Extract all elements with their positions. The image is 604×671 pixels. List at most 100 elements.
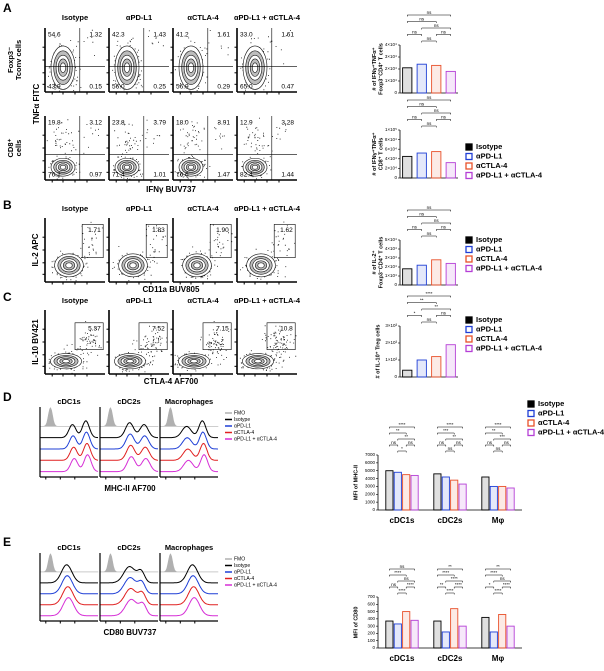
significance-label: ns [408, 440, 414, 445]
y-tick-label: 1×10⁴ [385, 78, 397, 83]
x-axis-label: CD11a BUV805 [143, 285, 200, 294]
y-tick-label: 8×10⁴ [385, 137, 397, 142]
significance-bracket [485, 432, 503, 435]
quadrant-value: 1.01 [153, 172, 166, 179]
significance-label: ns [412, 30, 418, 35]
quadrant-value: 41.2 [176, 32, 189, 39]
fmo-histogram [99, 407, 159, 427]
significance-bracket [445, 438, 463, 441]
significance-bracket [407, 209, 451, 212]
histogram [159, 597, 218, 617]
histogram-title: cDC1s [57, 397, 80, 406]
quadrant-value: 0.15 [89, 84, 102, 91]
contour [188, 164, 195, 170]
y-axis-label: # of IFNγ⁺TNFα⁺ [371, 47, 378, 90]
y-tick-label: 2×10⁴ [385, 66, 397, 71]
gate [138, 322, 168, 350]
significance-bracket [421, 40, 437, 43]
histogram [39, 564, 98, 584]
panel-letter: D [3, 390, 12, 404]
bar [450, 608, 459, 649]
significance-label: ns [504, 440, 510, 445]
significance-bracket [407, 302, 437, 304]
significance-bracket [485, 586, 495, 589]
bar [402, 155, 413, 179]
histogram [99, 433, 159, 450]
histogram [99, 444, 159, 461]
y-axis-label: Foxp3⁻CD4⁺ T cells [378, 237, 385, 289]
y-axis-label: # of IFNγ⁺TNFα⁺ [371, 132, 378, 175]
histogram [99, 422, 158, 439]
significance-label: ns [496, 446, 502, 451]
legend-swatch [465, 152, 473, 161]
y-tick-label: 0 [394, 90, 397, 95]
contour [252, 62, 259, 73]
significance-bracket [407, 216, 437, 218]
histogram [159, 442, 218, 461]
significance-bracket [407, 119, 422, 121]
y-axis-label: # of IL-10⁺ Treg cells [374, 325, 381, 379]
legend-label: αPD-L1 [234, 423, 251, 429]
significance-label: **** [398, 588, 405, 593]
legend-swatch [465, 264, 473, 273]
significance-label: ** [448, 564, 452, 569]
column-title: αCTLA-4 [187, 13, 219, 22]
quadrant-value: 71.4 [112, 172, 125, 179]
contour [129, 262, 137, 269]
legend-label: αPD-L1 [538, 408, 564, 417]
group-label: cDC1s [390, 654, 415, 663]
quadrant-value: 18.0 [176, 120, 189, 127]
legend-label: Isotype [234, 417, 250, 423]
histogram [39, 575, 98, 595]
significance-bracket [397, 592, 407, 595]
significance-label: ns [412, 115, 418, 120]
gate-value: 1.90 [216, 227, 229, 234]
histogram-title: cDC1s [57, 543, 80, 552]
significance-bracket [389, 426, 415, 429]
significance-bracket [493, 592, 503, 595]
quadrant-value: 1.61 [217, 32, 230, 39]
y-tick-label: 2×10³ [385, 340, 397, 345]
histogram [99, 598, 158, 617]
row-label: cells [14, 140, 23, 157]
significance-bracket [407, 21, 437, 23]
significance-label: ** [404, 434, 408, 439]
legend-label: Isotype [476, 315, 502, 324]
bar [385, 470, 394, 511]
bar [498, 485, 507, 511]
significance-label: ns [419, 102, 425, 107]
bar [410, 474, 419, 511]
quadrant-value: 3.28 [281, 120, 294, 127]
significance-label: **** [494, 422, 501, 427]
y-axis-label: # of IL-2⁺ [371, 250, 378, 274]
significance-label: **** [494, 588, 501, 593]
gate-value: 1.83 [152, 227, 165, 234]
fmo-histogram [99, 553, 159, 573]
bar [441, 631, 450, 649]
significance-label: ns [412, 225, 418, 230]
legend-swatch [465, 335, 473, 343]
quadrant-value: 65.0 [240, 84, 253, 91]
events [174, 120, 225, 179]
significance-label: **** [446, 422, 453, 427]
significance-label: ns [439, 440, 445, 445]
gate-value: 1.62 [280, 227, 293, 234]
bar [431, 151, 442, 179]
quadrant-value: 56.0 [112, 84, 125, 91]
y-tick-label: 3×10⁴ [385, 54, 397, 59]
y-tick-label: 0 [372, 507, 375, 512]
significance-label: * [489, 582, 491, 587]
significance-bracket [407, 14, 451, 17]
quadrant-value: 1.61 [281, 32, 294, 39]
bar [393, 471, 402, 511]
bar [402, 268, 413, 286]
significance-label: ns [441, 115, 447, 120]
legend-swatch [465, 236, 473, 244]
histogram [159, 454, 218, 473]
bar [441, 476, 450, 511]
histogram [99, 576, 158, 595]
bar [385, 620, 394, 649]
legend-label: αCTLA-4 [476, 334, 508, 343]
significance-label: ns [441, 30, 447, 35]
